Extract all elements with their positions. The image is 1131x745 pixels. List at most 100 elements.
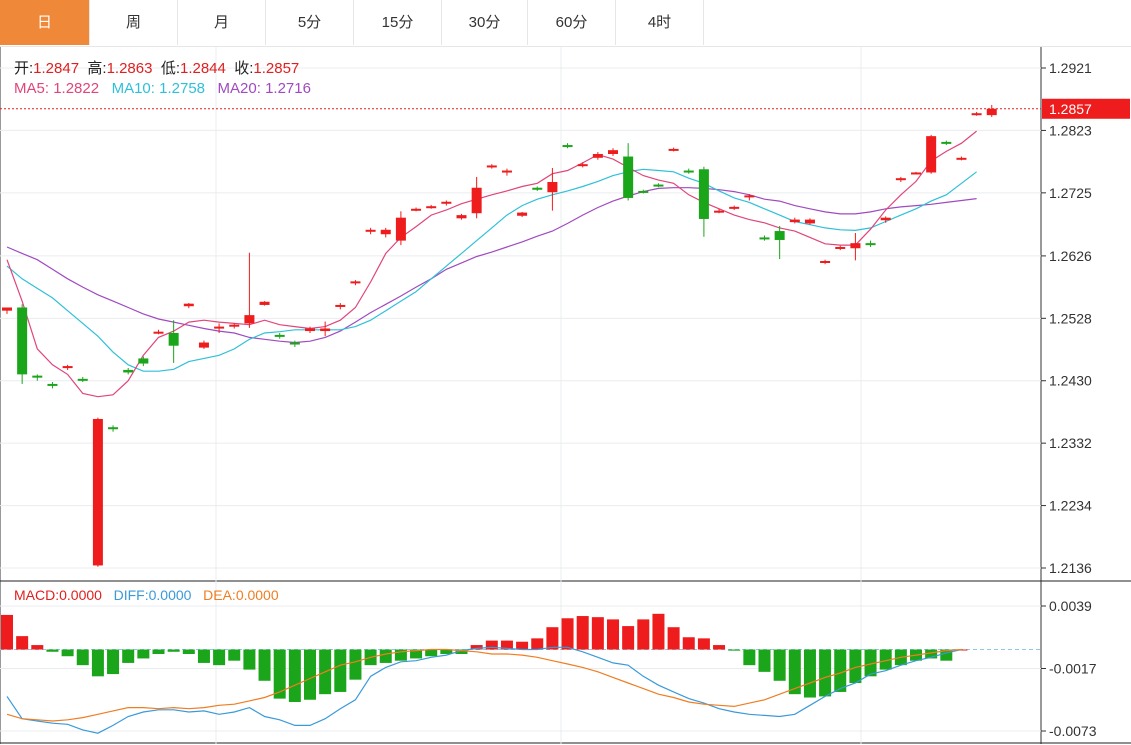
macd-bar (91, 649, 104, 677)
candle-body (108, 427, 119, 430)
macd-bar (834, 649, 847, 692)
last-price-badge (1042, 98, 1130, 119)
candle-body (683, 170, 694, 173)
candle (471, 176, 482, 219)
candle-body (289, 342, 300, 345)
low-value: 1.2844 (179, 60, 226, 77)
dea-label: DEA: (203, 587, 236, 603)
macd-bar (394, 649, 407, 661)
macd-bar (500, 640, 513, 650)
ma20-label: MA20: (217, 80, 261, 97)
price-tick-label: 1.2725 (1049, 185, 1092, 201)
candle (517, 211, 528, 218)
candle (108, 425, 119, 432)
candle-body (32, 375, 43, 378)
macd-bar (576, 616, 589, 650)
candle (229, 323, 240, 329)
candle-body (759, 237, 770, 240)
candle (138, 356, 149, 367)
macd-bar (152, 649, 165, 654)
candle-body (62, 366, 73, 369)
macd-bar (743, 649, 756, 666)
macd-bar (61, 649, 74, 657)
macd-bar (485, 640, 498, 650)
high-label: 高: (87, 60, 107, 77)
tab-4hour[interactable]: 4时 (616, 0, 704, 45)
candle (77, 376, 88, 383)
candle (880, 216, 891, 223)
candle (123, 368, 134, 375)
candle-body (47, 383, 58, 386)
macd-bar (773, 649, 786, 681)
candle (168, 320, 179, 363)
macd-bar (864, 649, 877, 677)
macd-bar (591, 617, 604, 650)
candle-body (229, 324, 240, 327)
candle (850, 232, 861, 261)
macd-bar (758, 649, 771, 672)
candle-body (456, 215, 467, 219)
macd-bar (667, 627, 680, 650)
candle (289, 340, 300, 347)
candle (411, 207, 422, 212)
candle (971, 111, 982, 116)
tab-5min[interactable]: 5分 (266, 0, 354, 45)
candle (820, 259, 831, 265)
tab-week[interactable]: 周 (90, 0, 178, 45)
candle (274, 332, 285, 339)
candle (380, 227, 391, 238)
tab-day[interactable]: 日 (0, 0, 90, 45)
macd-bar (788, 649, 801, 695)
macd-bar (803, 649, 816, 698)
macd-bar (304, 649, 316, 700)
macd-bar (925, 649, 938, 659)
macd-lines (6, 646, 962, 734)
candle (759, 235, 770, 241)
candle (592, 152, 603, 160)
tab-30min[interactable]: 30分 (442, 0, 528, 45)
candle-body (395, 217, 406, 241)
candle-body (926, 136, 937, 173)
tab-month[interactable]: 月 (178, 0, 266, 45)
candle (259, 301, 270, 306)
macd-bar (16, 636, 29, 650)
candle-body (214, 326, 225, 329)
macd-bar (652, 613, 665, 650)
candle (17, 304, 28, 384)
candle-body (17, 307, 28, 375)
candle (32, 374, 43, 381)
candle-body (335, 304, 346, 307)
candle-body (547, 182, 558, 193)
ma5-label: MA5: (14, 80, 50, 97)
candle-body (592, 153, 603, 158)
ma20-value: 1.2716 (265, 80, 311, 97)
candle-body (168, 332, 179, 346)
macd-value: 0.0000 (59, 587, 102, 603)
candle-body (92, 418, 103, 566)
candle-body (744, 195, 755, 198)
macd-bar (470, 645, 483, 650)
close-value: 1.2857 (253, 60, 300, 77)
candle (638, 189, 649, 194)
candle-body (986, 108, 997, 116)
price-tick-label: 1.2430 (1049, 373, 1092, 389)
tab-15min[interactable]: 15分 (354, 0, 442, 45)
macd-bar (107, 649, 120, 675)
close-label: 收: (234, 60, 254, 77)
candle (214, 323, 225, 333)
macd-bar (607, 619, 619, 650)
candle (547, 168, 558, 211)
macd-bar (879, 649, 892, 670)
candle-body (320, 328, 331, 332)
price-tick-label: 1.2332 (1049, 435, 1092, 451)
candle-body (941, 141, 952, 144)
tab-60min[interactable]: 60分 (528, 0, 616, 45)
macd-bar (213, 649, 226, 666)
candle-body (350, 281, 361, 284)
candle-body (577, 164, 588, 167)
candle (577, 162, 588, 168)
candle (744, 194, 755, 201)
macd-bar (137, 649, 150, 659)
last-price-label: 1.2857 (1049, 101, 1092, 117)
